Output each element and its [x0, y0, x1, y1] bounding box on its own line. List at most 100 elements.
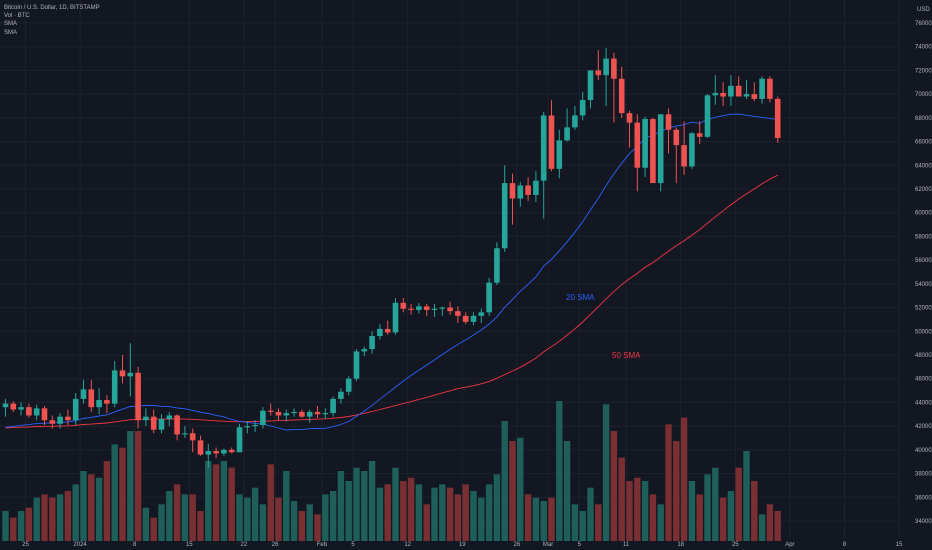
candle-body	[462, 315, 469, 322]
candle-body	[18, 407, 24, 410]
candle-body	[65, 416, 71, 421]
candle-body	[681, 145, 687, 167]
time-tick-label: 15	[186, 542, 193, 548]
volume-bar	[72, 484, 79, 541]
candle-body	[478, 312, 485, 316]
volume-bar	[774, 511, 781, 541]
time-tick-label: 5	[578, 542, 582, 548]
price-tick-label: 44000	[915, 400, 932, 406]
time-tick-label: 18	[677, 542, 684, 548]
volume-bar	[649, 494, 657, 541]
sma50-label: 50 SMA	[612, 351, 641, 360]
candle-body	[579, 100, 586, 116]
volume-bar	[602, 404, 610, 541]
volume-bar	[368, 461, 376, 541]
candle-body	[517, 185, 524, 199]
volume-bar	[400, 481, 407, 541]
price-tick-label: 60000	[915, 211, 932, 217]
volume-bar	[766, 504, 774, 541]
legend-volume[interactable]: Vol · BTC	[4, 13, 30, 20]
candle-body	[416, 306, 422, 310]
volume-bar	[267, 464, 274, 541]
sma20-line	[5, 113, 778, 431]
time-tick-label: 2024	[73, 542, 87, 548]
volume-bar	[41, 494, 48, 541]
time-tick-label: 8	[133, 542, 137, 548]
candle-body	[642, 119, 648, 168]
volume-bar	[571, 504, 579, 541]
time-tick-label: 5	[351, 542, 355, 548]
volume-bar	[485, 484, 493, 541]
volume-bar	[197, 511, 204, 541]
volume-bar	[353, 467, 360, 541]
candle-body	[182, 433, 188, 435]
price-axis[interactable]: 34000 36000 38000 40000 42000 44000 46000 48000…	[915, 21, 932, 525]
time-tick-label: 12	[404, 542, 411, 548]
volume-bar	[696, 494, 703, 541]
candle-body	[595, 70, 602, 76]
volume-bar	[665, 424, 672, 541]
candle-body	[26, 407, 32, 416]
volume-bar	[329, 491, 337, 541]
candle-body	[767, 78, 773, 99]
volume-bar	[470, 491, 477, 541]
volume-bar	[735, 467, 742, 541]
candle-body	[618, 78, 625, 114]
volume-bar	[719, 497, 727, 541]
moving-averages	[5, 113, 778, 431]
volume-bar	[166, 491, 173, 541]
candle-body	[501, 183, 508, 249]
candle-body	[330, 398, 336, 414]
volume-bar	[212, 464, 220, 541]
candle-body	[572, 115, 578, 128]
volume-bar	[415, 484, 423, 541]
candle-body	[104, 400, 110, 404]
candle-body	[41, 408, 48, 421]
volume-bar	[423, 504, 430, 541]
volume-bar	[431, 487, 438, 541]
volume-bar	[56, 494, 64, 541]
time-axis[interactable]: 25 2024 8 15 22 26 Feb 5 12 19 26 Mar 5 11 18 25 Apr 8 15	[22, 542, 903, 548]
candle-body	[80, 389, 87, 399]
volume-bar	[88, 474, 95, 541]
price-tick-label: 68000	[915, 116, 932, 122]
legend-sma1[interactable]: SMA	[4, 21, 18, 28]
candle-body	[369, 336, 375, 350]
candle-body	[236, 427, 243, 453]
volume-bar	[173, 484, 181, 541]
volume-bar	[641, 481, 649, 541]
volume-bar	[478, 497, 485, 541]
candle-body	[88, 389, 95, 408]
candle-body	[2, 403, 9, 408]
volume-bar	[251, 487, 259, 541]
candle-body	[267, 410, 274, 412]
candle-body	[127, 372, 134, 377]
volume-bar	[337, 471, 345, 541]
candle-body	[150, 416, 157, 430]
candle-body	[205, 451, 212, 455]
price-tick-label: 62000	[915, 187, 932, 193]
candle-body	[345, 378, 352, 392]
volume-bar	[275, 497, 282, 541]
candle-body	[306, 411, 313, 417]
legend-title[interactable]: Bitcoin / U.S. Dollar, 1D, BITSTAMP	[4, 5, 100, 11]
price-tick-label: 36000	[915, 495, 932, 501]
candle-body	[10, 403, 17, 410]
candle-body	[408, 308, 414, 310]
time-tick-label: Apr	[785, 542, 794, 548]
candle-body	[603, 58, 609, 76]
time-tick-label: 25	[732, 542, 739, 548]
price-tick-label: 72000	[915, 68, 932, 74]
volume-bar	[712, 467, 719, 541]
volume-bar	[626, 481, 633, 541]
candle-body	[166, 415, 173, 420]
legend-sma2[interactable]: SMA	[4, 29, 18, 36]
time-tick-label: Mar	[543, 542, 553, 548]
price-tick-label: 74000	[915, 45, 932, 51]
time-tick-label: 8	[843, 542, 847, 548]
candle-body	[564, 127, 570, 141]
price-tick-label: 66000	[915, 140, 932, 146]
candle-body	[665, 114, 672, 130]
volume-bar	[680, 417, 688, 541]
